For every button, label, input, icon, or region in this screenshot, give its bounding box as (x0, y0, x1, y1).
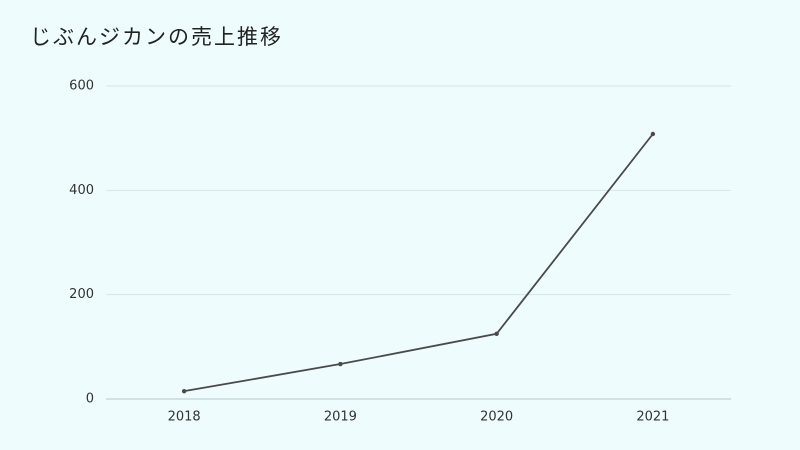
y-tick-label: 0 (86, 392, 94, 407)
x-tick-label: 2021 (636, 410, 669, 425)
point (650, 131, 656, 137)
y-tick-label: 600 (69, 79, 94, 94)
point (494, 331, 499, 336)
x-tick-label: 2018 (168, 410, 201, 425)
y-tick-label: 200 (69, 287, 94, 302)
chart-title: じぶんジカンの売上推移 (30, 25, 283, 49)
y-tick-label: 400 (69, 183, 94, 198)
x-tick-label: 2020 (480, 410, 513, 425)
point (181, 388, 187, 394)
x-tick-label: 2019 (324, 410, 357, 425)
point (338, 361, 343, 367)
line (183, 133, 654, 393)
